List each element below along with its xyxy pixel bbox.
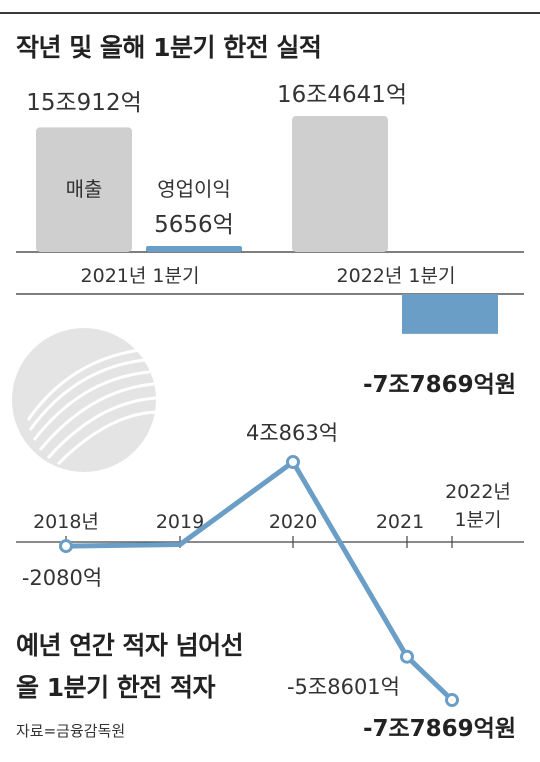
bar-revenue-2021 (36, 127, 132, 252)
bar-label-profit-2022: -7조7869억원 (363, 372, 516, 398)
series-name-revenue: 매출 (66, 177, 103, 201)
bar-label-revenue-2021: 15조912억 (26, 90, 142, 116)
category-label-2022: 2022년 1분기 (337, 265, 456, 287)
bar-revenue-2022 (292, 116, 388, 252)
line-series (65, 459, 454, 702)
x-label-2019: 2019 (156, 511, 204, 533)
line-point (445, 693, 459, 707)
line-point (400, 649, 414, 664)
category-label-2021: 2021년 1분기 (81, 265, 200, 287)
x-label-2021: 2021 (376, 511, 424, 533)
bar-label-revenue-2022: 16조4641억 (277, 82, 407, 108)
x-label-2020: 2020 (269, 511, 317, 533)
series-name-profit: 영업이익 (157, 177, 231, 201)
line-point (59, 539, 73, 554)
x-label-2022q1-line1: 2022년 (445, 481, 511, 503)
line-point (286, 455, 300, 469)
x-label-2018: 2018년 (33, 511, 99, 533)
point-label-2022q1: -7조7869억원 (363, 716, 516, 742)
bar-profit-2021 (146, 246, 242, 252)
bar-label-profit-2021: 5656억 (154, 212, 234, 238)
top-rule (0, 12, 540, 14)
point-label-2018: -2080억 (22, 566, 102, 590)
x-label-2022q1-line2: 1분기 (454, 509, 501, 531)
point-label-2021: -5조8601억 (287, 675, 400, 699)
subtitle-line-1: 예년 연간 적자 넘어선 (16, 631, 244, 660)
point-label-2020: 4조863억 (246, 421, 338, 445)
chart-title: 작년 및 올해 1분기 한전 실적 (16, 33, 322, 62)
kepco-logo (12, 328, 157, 472)
subtitle-line-2: 올 1분기 한전 적자 (16, 673, 216, 702)
bar-profit-2022 (402, 294, 498, 334)
source-note: 자료=금융감독원 (16, 722, 126, 740)
